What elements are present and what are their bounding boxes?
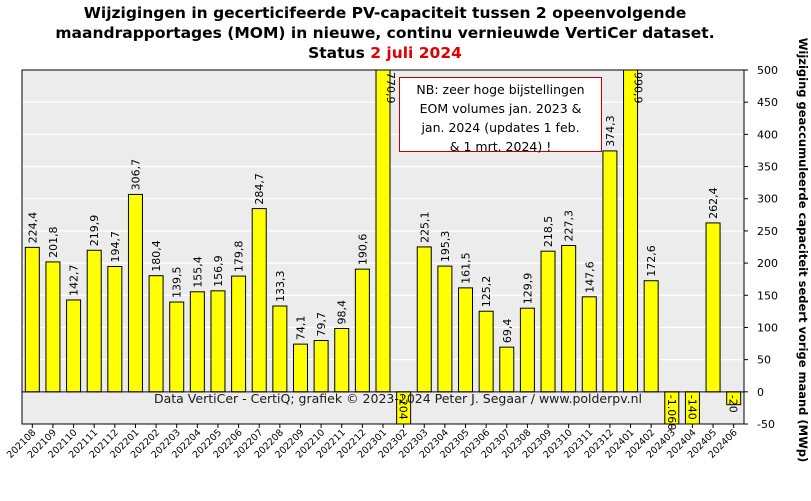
bar	[231, 275, 247, 393]
value-label: 218,5	[542, 216, 555, 248]
bar	[148, 275, 164, 393]
note-line-4: & 1 mrt. 2024) !	[449, 139, 552, 154]
value-label: 227,3	[563, 210, 576, 242]
value-label: 142,7	[68, 264, 81, 296]
title-line-2: maandrapportages (MOM) in nieuwe, contin…	[55, 24, 715, 42]
y-tick-label: 0	[757, 386, 764, 399]
value-label: 129,9	[521, 273, 534, 305]
value-label: 262,4	[707, 187, 720, 219]
value-label: 374,3	[604, 115, 617, 147]
value-label: 98,4	[336, 300, 349, 325]
bar	[272, 305, 288, 393]
y-tick-label: 300	[757, 193, 778, 206]
bar	[251, 208, 267, 393]
y-tick-label: 400	[757, 128, 778, 141]
x-axis-ticks: 2021082021092021102021112021122022012022…	[5, 424, 740, 461]
bar	[210, 290, 226, 393]
bars	[24, 69, 742, 425]
y-tick-label: 50	[757, 354, 771, 367]
value-label: 284,7	[253, 173, 266, 205]
bar	[478, 310, 494, 393]
value-label: 139,5	[171, 267, 184, 299]
y-axis-title: Wijziging geaccumuleerde capaciteit sede…	[793, 38, 811, 463]
y-tick-label: 250	[757, 225, 778, 238]
y-tick-label: 200	[757, 257, 778, 270]
title-status-date: 2 juli 2024	[370, 44, 462, 62]
bar	[705, 222, 721, 393]
value-label: 74,1	[294, 316, 307, 341]
value-label: 990,9	[632, 72, 645, 104]
value-label: 147,6	[583, 261, 596, 293]
value-label: -140	[685, 395, 698, 420]
y-axis-ticks: -50 0 50 100 150 200 250 300 350 400 450 500	[744, 64, 778, 431]
note-line-1: NB: zeer hoge bijstellingen	[416, 82, 585, 97]
note-line-2: EOM volumes jan. 2023 &	[419, 101, 582, 116]
bar	[354, 268, 370, 393]
y-tick-label: 100	[757, 321, 778, 334]
value-label: 195,3	[439, 231, 452, 263]
value-label: 79,7	[315, 312, 328, 337]
chart-title: Wijzigingen in gecerticifeerde PV-capaci…	[0, 3, 770, 63]
bar	[458, 287, 474, 393]
bar	[24, 246, 40, 393]
value-label: 69,4	[501, 319, 514, 344]
bar	[86, 249, 102, 393]
bar	[416, 246, 432, 393]
bar	[127, 193, 143, 393]
value-label: 225,1	[418, 211, 431, 243]
value-label: 201,8	[47, 226, 60, 258]
bar	[375, 69, 391, 393]
y-axis-label: Wijziging geaccumuleerde capaciteit sede…	[796, 37, 810, 463]
value-labels: 224,4 201,8 142,7 219,9 194,7 306,7 180,4 139,5…	[26, 72, 739, 430]
bar	[313, 340, 329, 393]
value-label: 161,5	[460, 252, 473, 284]
value-label: 306,7	[129, 159, 142, 191]
value-label: -204	[397, 395, 410, 420]
title-line-3: Status 2 juli 2024	[0, 43, 770, 63]
value-label: 190,6	[356, 234, 369, 266]
bar	[107, 266, 123, 393]
bar	[334, 327, 350, 393]
y-tick-label: 350	[757, 161, 778, 174]
y-tick-label: -50	[757, 418, 775, 431]
y-tick-label: 450	[757, 96, 778, 109]
bar	[169, 301, 185, 393]
y-tick-label: 500	[757, 64, 778, 77]
value-label: 224,4	[26, 212, 39, 244]
value-label: -20	[727, 395, 740, 413]
bar	[499, 346, 515, 393]
note-line-3: jan. 2024 (updates 1 feb.	[421, 120, 580, 135]
value-label: 156,9	[212, 255, 225, 287]
value-label: 180,4	[150, 240, 163, 272]
value-label: 155,4	[191, 256, 204, 288]
bar	[189, 291, 205, 393]
bar	[66, 299, 82, 393]
y-tick-label: 150	[757, 289, 778, 302]
bar	[437, 265, 453, 393]
bar	[643, 280, 659, 393]
bar	[540, 250, 556, 393]
bar	[623, 69, 639, 393]
value-label: 133,3	[274, 271, 287, 303]
value-label: 219,9	[88, 215, 101, 247]
bar	[561, 245, 577, 393]
title-line-1: Wijzigingen in gecerticifeerde PV-capaci…	[83, 4, 687, 22]
bar	[602, 150, 618, 393]
value-label: 125,2	[480, 276, 493, 308]
bar	[45, 261, 61, 393]
value-label: 179,8	[233, 241, 246, 273]
bar	[581, 296, 597, 393]
value-label: 172,6	[645, 245, 658, 277]
bar	[292, 343, 308, 393]
value-label: -1.060	[665, 395, 678, 430]
watermark: Data VertiCer - CertiQ; grafiek © 2023-2…	[154, 391, 642, 406]
value-label: 770,9	[384, 72, 397, 104]
note-box: NB: zeer hoge bijstellingen EOM volumes …	[399, 77, 602, 154]
value-label: 194,7	[109, 231, 122, 263]
title-status-prefix: Status	[308, 44, 371, 62]
bar	[519, 307, 535, 393]
